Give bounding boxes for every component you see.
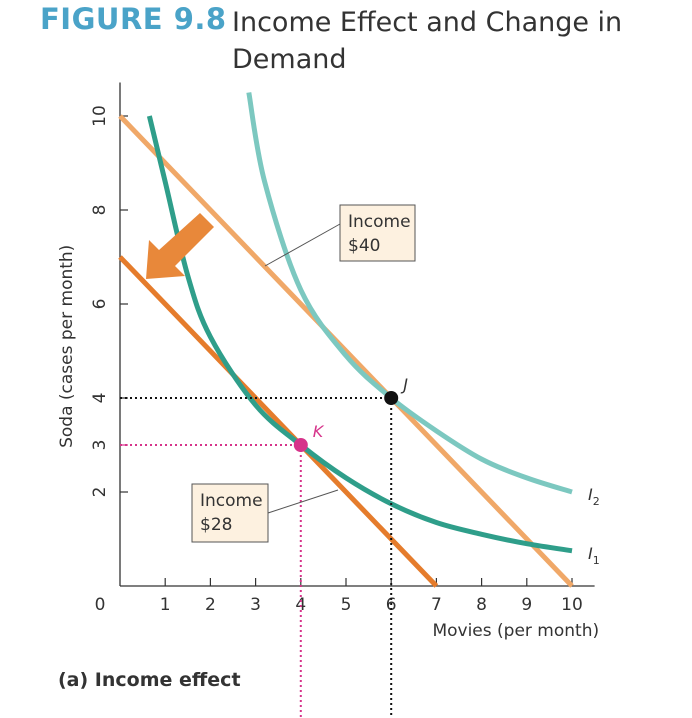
indifference-curve-I2 <box>246 92 573 495</box>
x-tick-label: 1 <box>160 595 171 615</box>
budget-line-0 <box>118 114 574 588</box>
y-tick-label: 2 <box>90 487 110 498</box>
shift-arrow <box>146 213 214 279</box>
point-label-K: K <box>313 422 325 441</box>
y-tick-label: 6 <box>90 299 110 310</box>
point-J <box>384 391 399 405</box>
point-label-J: J <box>400 375 408 394</box>
point-K <box>293 438 308 452</box>
y-tick-label: 8 <box>90 205 110 216</box>
annotation-text: Income <box>200 491 263 511</box>
annotation-text: Income <box>348 212 411 232</box>
annotation-box <box>191 483 269 543</box>
origin-label: 0 <box>95 595 106 615</box>
annotation-box <box>339 204 416 262</box>
x-tick-label: 5 <box>341 595 352 615</box>
annotation-text: $40 <box>348 236 380 256</box>
annotation-leader <box>267 489 339 514</box>
x-tick-label: 3 <box>250 595 261 615</box>
x-tick-label: 8 <box>476 595 487 615</box>
x-axis-title: Movies (per month) <box>432 621 599 641</box>
x-tick-label: 2 <box>205 595 216 615</box>
annotation-text: $28 <box>200 515 232 535</box>
y-tick-label: 10 <box>90 105 110 127</box>
x-tick-label: 10 <box>561 595 583 615</box>
curve-label-I1: I1 <box>588 544 600 567</box>
figure-title: Income Effect and Change in Demand <box>232 7 623 75</box>
budget-line-1 <box>118 255 439 588</box>
panel-label: (a) Income effect <box>58 669 241 691</box>
curve-label-I2: I2 <box>588 485 600 508</box>
annotation-leader <box>264 223 341 267</box>
x-tick-label: 7 <box>431 595 442 615</box>
y-tick-label: 4 <box>90 393 110 404</box>
y-tick-label-highlight: 3 <box>90 440 110 451</box>
figure-number: FIGURE 9.8 <box>40 2 227 36</box>
y-axis-title: Soda (cases per month) <box>57 245 77 448</box>
x-tick-label: 9 <box>521 595 532 615</box>
